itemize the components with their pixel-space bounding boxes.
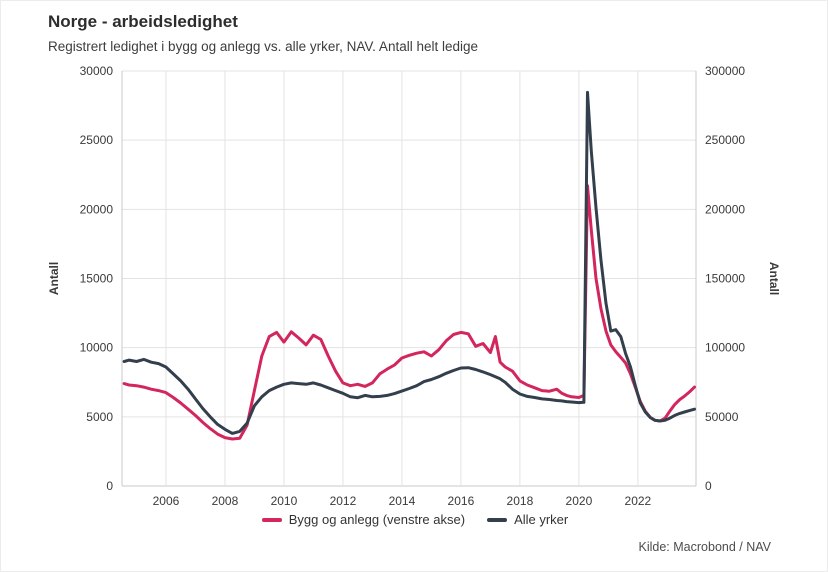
- legend-label-bygg-og-anlegg: Bygg og anlegg (venstre akse): [288, 512, 466, 527]
- x-tick-label: 2014: [389, 494, 416, 508]
- left-axis-title: Antall: [47, 262, 61, 295]
- legend: Bygg og anlegg (venstre akse) Alle yrker: [1, 512, 827, 527]
- x-tick-label: 2006: [153, 494, 180, 508]
- legend-swatch-bygg-og-anlegg: [261, 517, 282, 522]
- y-right-tick-label: 250000: [705, 133, 745, 147]
- y-left-tick-label: 10000: [80, 341, 114, 355]
- legend-item-bygg-og-anlegg[interactable]: Bygg og anlegg (venstre akse): [261, 512, 466, 527]
- x-tick-label: 2016: [448, 494, 475, 508]
- y-left-tick-label: 0: [106, 479, 113, 493]
- y-right-tick-label: 0: [705, 479, 712, 493]
- x-tick-label: 2010: [271, 494, 298, 508]
- y-right-tick-label: 200000: [705, 202, 745, 216]
- y-right-tick-label: 50000: [705, 410, 739, 424]
- chart-subtitle: Registrert ledighet i bygg og anlegg vs.…: [48, 39, 479, 54]
- series-line-alle-yrker: [122, 90, 696, 435]
- legend-item-alle-yrker[interactable]: Alle yrker: [487, 512, 568, 527]
- x-tick-label: 2008: [212, 494, 239, 508]
- x-tick-label: 2018: [507, 494, 534, 508]
- y-left-tick-label: 20000: [80, 202, 114, 216]
- source-credit: Kilde: Macrobond / NAV: [638, 540, 771, 554]
- legend-label-alle-yrker: Alle yrker: [514, 512, 569, 527]
- chart: 0500010000150002000025000300000500001000…: [47, 64, 781, 508]
- right-axis-title: Antall: [767, 262, 781, 295]
- y-right-tick-label: 150000: [705, 272, 745, 286]
- legend-swatch-alle-yrker: [487, 517, 508, 522]
- x-tick-label: 2012: [330, 494, 357, 508]
- y-right-tick-label: 300000: [705, 64, 745, 78]
- y-left-tick-label: 25000: [80, 133, 114, 147]
- y-right-tick-label: 100000: [705, 341, 745, 355]
- y-left-tick-label: 15000: [80, 272, 114, 286]
- y-left-tick-label: 5000: [86, 410, 113, 424]
- series-line-bygg-og-anlegg-venstre-akse: [122, 184, 696, 441]
- x-tick-label: 2020: [566, 494, 593, 508]
- y-left-tick-label: 30000: [80, 64, 114, 78]
- page-title: Norge - arbeidsledighet: [48, 12, 238, 31]
- x-tick-label: 2022: [625, 494, 652, 508]
